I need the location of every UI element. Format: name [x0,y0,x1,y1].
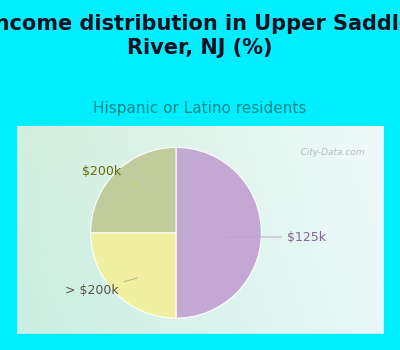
Text: $200k: $200k [82,165,141,187]
Bar [384,126,400,350]
Text: Income distribution in Upper Saddle
River, NJ (%): Income distribution in Upper Saddle Rive… [0,14,400,58]
Text: Hispanic or Latino residents: Hispanic or Latino residents [93,101,307,116]
Bar [0,334,400,350]
Bar [0,126,16,350]
Text: City-Data.com: City-Data.com [292,148,364,158]
Text: $125k: $125k [226,231,326,244]
Wedge shape [91,147,176,233]
Wedge shape [176,147,262,318]
Wedge shape [91,233,176,318]
Text: > $200k: > $200k [65,278,138,297]
